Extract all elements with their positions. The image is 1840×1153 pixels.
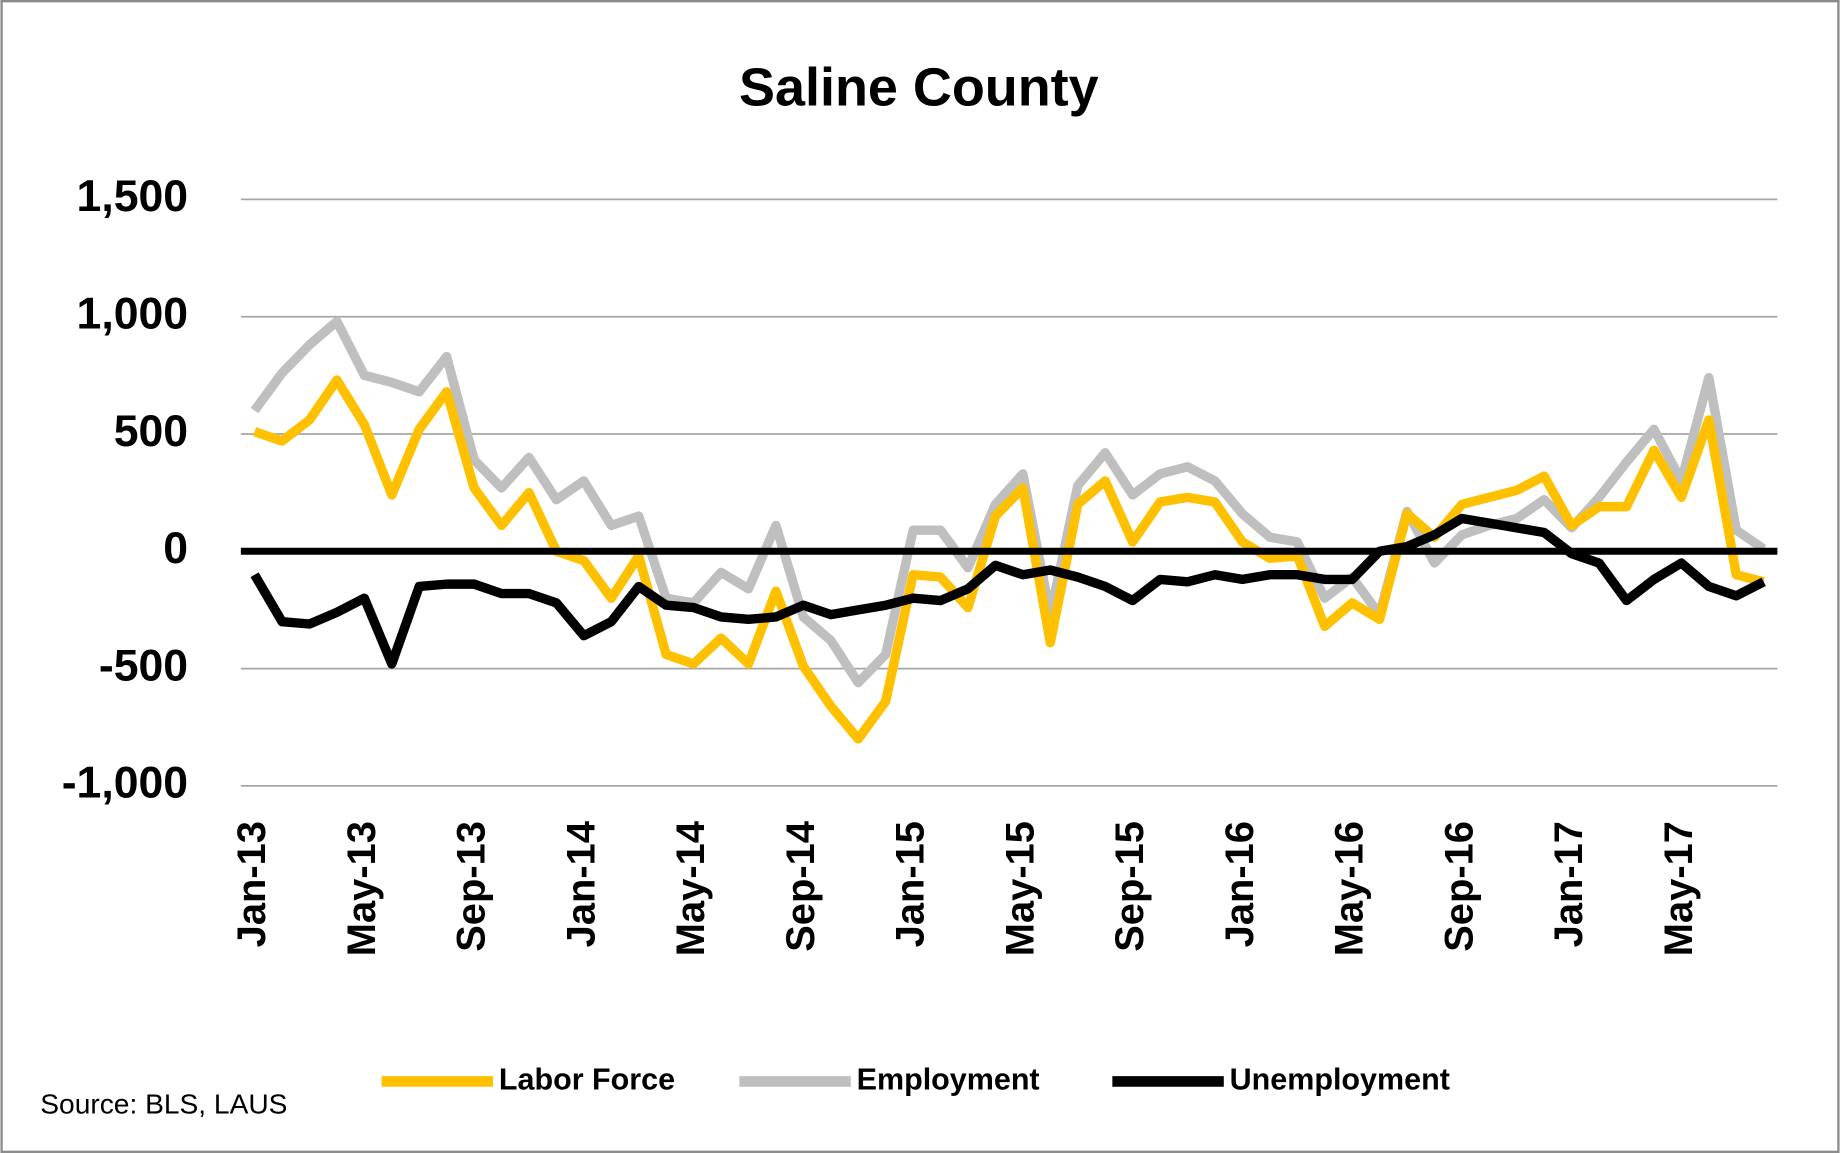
y-tick-label: 500 bbox=[114, 407, 188, 456]
y-tick-label: 1,000 bbox=[77, 289, 189, 338]
x-tick-label: Sep-15 bbox=[1108, 821, 1152, 952]
chart-title: Saline County bbox=[739, 58, 1099, 118]
x-tick-label: Jan-15 bbox=[889, 821, 933, 947]
y-tick-label: -1,000 bbox=[62, 759, 188, 808]
x-tick-label: Jan-14 bbox=[559, 821, 603, 947]
x-tick-label: May-13 bbox=[340, 821, 384, 956]
x-tick-label: Jan-16 bbox=[1218, 821, 1262, 947]
series-line bbox=[253, 375, 1765, 744]
y-tick-label: 1,500 bbox=[77, 172, 189, 221]
legend-label: Labor Force bbox=[499, 1062, 675, 1096]
x-tick-label: May-14 bbox=[669, 821, 713, 956]
x-tick-label: Jan-13 bbox=[230, 821, 274, 947]
x-tick-label: May-16 bbox=[1328, 821, 1372, 956]
legend-label: Employment bbox=[857, 1062, 1040, 1096]
x-tick-label: May-17 bbox=[1657, 821, 1701, 956]
x-tick-label: Sep-14 bbox=[779, 821, 823, 952]
legend-label: Unemployment bbox=[1230, 1062, 1450, 1096]
x-tick-label: May-15 bbox=[998, 821, 1042, 956]
y-tick-label: -500 bbox=[99, 641, 188, 690]
x-tick-label: Sep-13 bbox=[450, 821, 494, 952]
source-note: Source: BLS, LAUS bbox=[40, 1089, 287, 1120]
series-line bbox=[250, 316, 1767, 688]
series-line bbox=[250, 513, 1766, 669]
x-tick-label: Jan-17 bbox=[1547, 821, 1591, 947]
y-tick-label: 0 bbox=[163, 524, 188, 573]
x-tick-label: Sep-16 bbox=[1437, 821, 1481, 952]
